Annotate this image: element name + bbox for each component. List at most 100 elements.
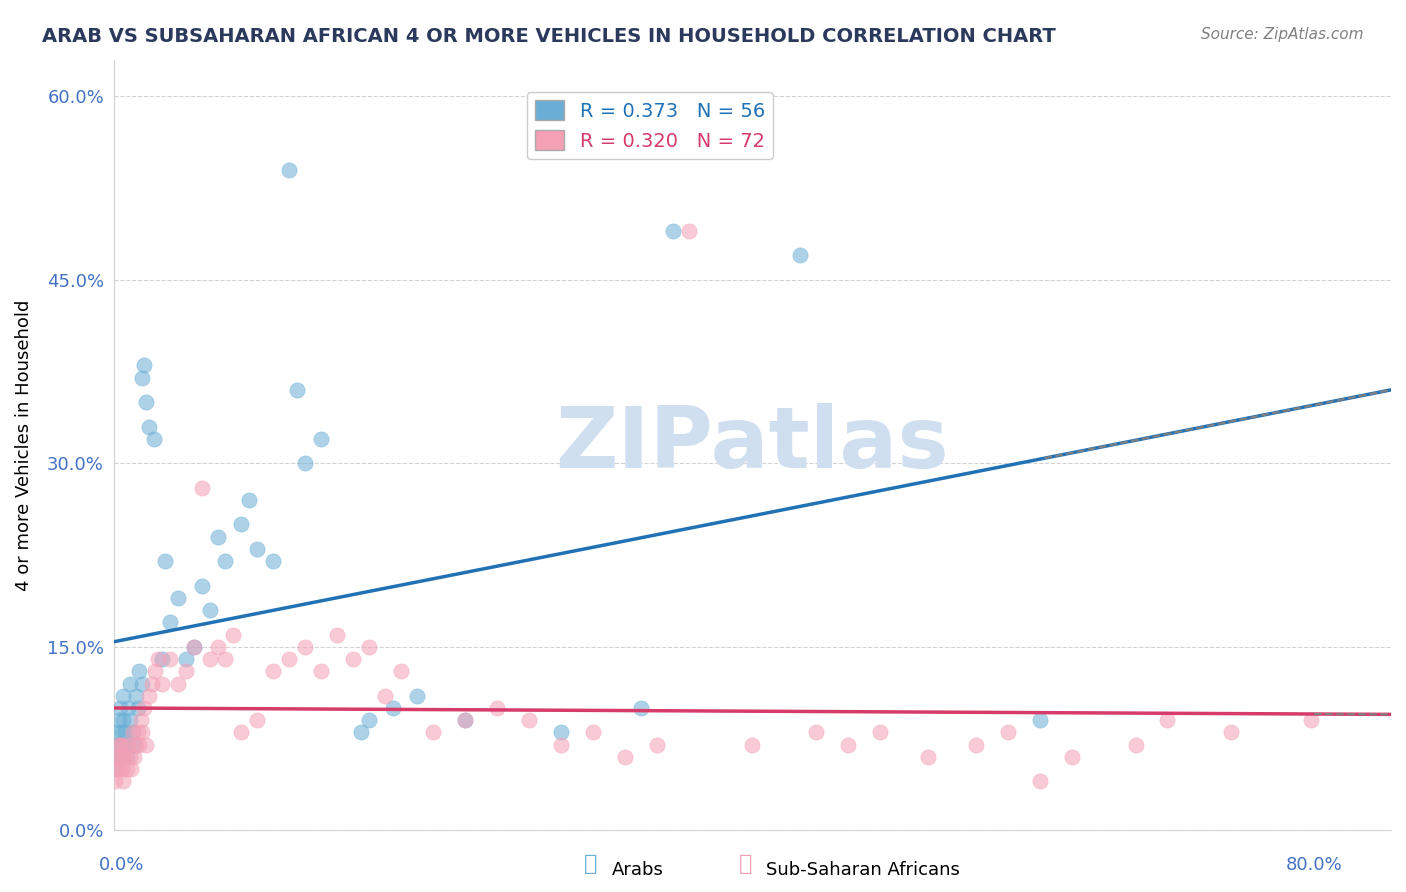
Point xyxy=(278,652,301,666)
Point xyxy=(105,725,128,739)
Point xyxy=(104,774,127,789)
Point xyxy=(107,750,129,764)
Point xyxy=(159,652,181,666)
Point xyxy=(374,689,396,703)
Point xyxy=(294,456,316,470)
Text: ZIPatlas: ZIPatlas xyxy=(555,403,949,486)
Point xyxy=(112,713,135,727)
Point xyxy=(112,774,135,789)
Point xyxy=(550,725,572,739)
Point xyxy=(150,676,173,690)
Point xyxy=(1220,725,1243,739)
Point xyxy=(132,359,155,373)
Point xyxy=(550,738,572,752)
Point xyxy=(789,248,811,262)
Point xyxy=(997,725,1019,739)
Point xyxy=(129,713,152,727)
Point xyxy=(238,493,260,508)
Point xyxy=(105,750,128,764)
Point xyxy=(174,665,197,679)
Point xyxy=(141,676,163,690)
Point xyxy=(582,725,605,739)
Point xyxy=(131,676,153,690)
Point xyxy=(645,738,668,752)
Point xyxy=(350,725,373,739)
Point xyxy=(108,750,131,764)
Point xyxy=(190,579,212,593)
Text: ⬜: ⬜ xyxy=(738,854,752,873)
Point xyxy=(422,725,444,739)
Text: ARAB VS SUBSAHARAN AFRICAN 4 OR MORE VEHICLES IN HOUSEHOLD CORRELATION CHART: ARAB VS SUBSAHARAN AFRICAN 4 OR MORE VEH… xyxy=(42,27,1056,45)
Point xyxy=(342,652,364,666)
Point xyxy=(122,725,145,739)
Point xyxy=(311,665,333,679)
Point xyxy=(246,541,269,556)
Point xyxy=(174,652,197,666)
Point xyxy=(741,738,763,752)
Point xyxy=(108,738,131,752)
Point xyxy=(183,640,205,654)
Point xyxy=(214,554,236,568)
Point xyxy=(115,750,138,764)
Point xyxy=(105,738,128,752)
Point xyxy=(183,640,205,654)
Point xyxy=(112,738,135,752)
Point xyxy=(138,419,160,434)
Point xyxy=(122,725,145,739)
Point xyxy=(153,554,176,568)
Point xyxy=(454,713,477,727)
Point xyxy=(104,762,127,776)
Point xyxy=(125,738,148,752)
Text: 80.0%: 80.0% xyxy=(1286,855,1343,873)
Point xyxy=(1125,738,1147,752)
Point xyxy=(246,713,269,727)
Point xyxy=(613,750,636,764)
Point xyxy=(135,395,157,409)
Point xyxy=(1301,713,1323,727)
Point xyxy=(262,665,284,679)
Point xyxy=(142,432,165,446)
Point xyxy=(678,224,700,238)
Point xyxy=(231,517,253,532)
Point xyxy=(294,640,316,654)
Point xyxy=(630,701,652,715)
Point xyxy=(166,591,188,605)
Point xyxy=(1029,713,1052,727)
Point xyxy=(359,713,381,727)
Point xyxy=(517,713,540,727)
Text: Sub-Saharan Africans: Sub-Saharan Africans xyxy=(766,861,960,879)
Point xyxy=(127,701,149,715)
Point xyxy=(222,627,245,641)
Point xyxy=(128,738,150,752)
Point xyxy=(190,481,212,495)
Point xyxy=(124,738,146,752)
Point xyxy=(150,652,173,666)
Point xyxy=(917,750,939,764)
Point xyxy=(125,689,148,703)
Point xyxy=(138,689,160,703)
Point xyxy=(485,701,508,715)
Point xyxy=(112,689,135,703)
Point xyxy=(148,652,170,666)
Point xyxy=(1156,713,1178,727)
Point xyxy=(143,665,166,679)
Point xyxy=(359,640,381,654)
Point xyxy=(107,762,129,776)
Point xyxy=(285,383,308,397)
Point xyxy=(231,725,253,739)
Point xyxy=(869,725,891,739)
Point xyxy=(166,676,188,690)
Point xyxy=(111,725,134,739)
Point xyxy=(117,738,139,752)
Point xyxy=(128,665,150,679)
Point xyxy=(198,603,221,617)
Y-axis label: 4 or more Vehicles in Household: 4 or more Vehicles in Household xyxy=(15,300,32,591)
Point xyxy=(806,725,828,739)
Point xyxy=(105,762,128,776)
Point xyxy=(132,701,155,715)
Point xyxy=(114,725,136,739)
Point xyxy=(311,432,333,446)
Point xyxy=(127,725,149,739)
Text: ⬜: ⬜ xyxy=(583,854,598,873)
Point xyxy=(198,652,221,666)
